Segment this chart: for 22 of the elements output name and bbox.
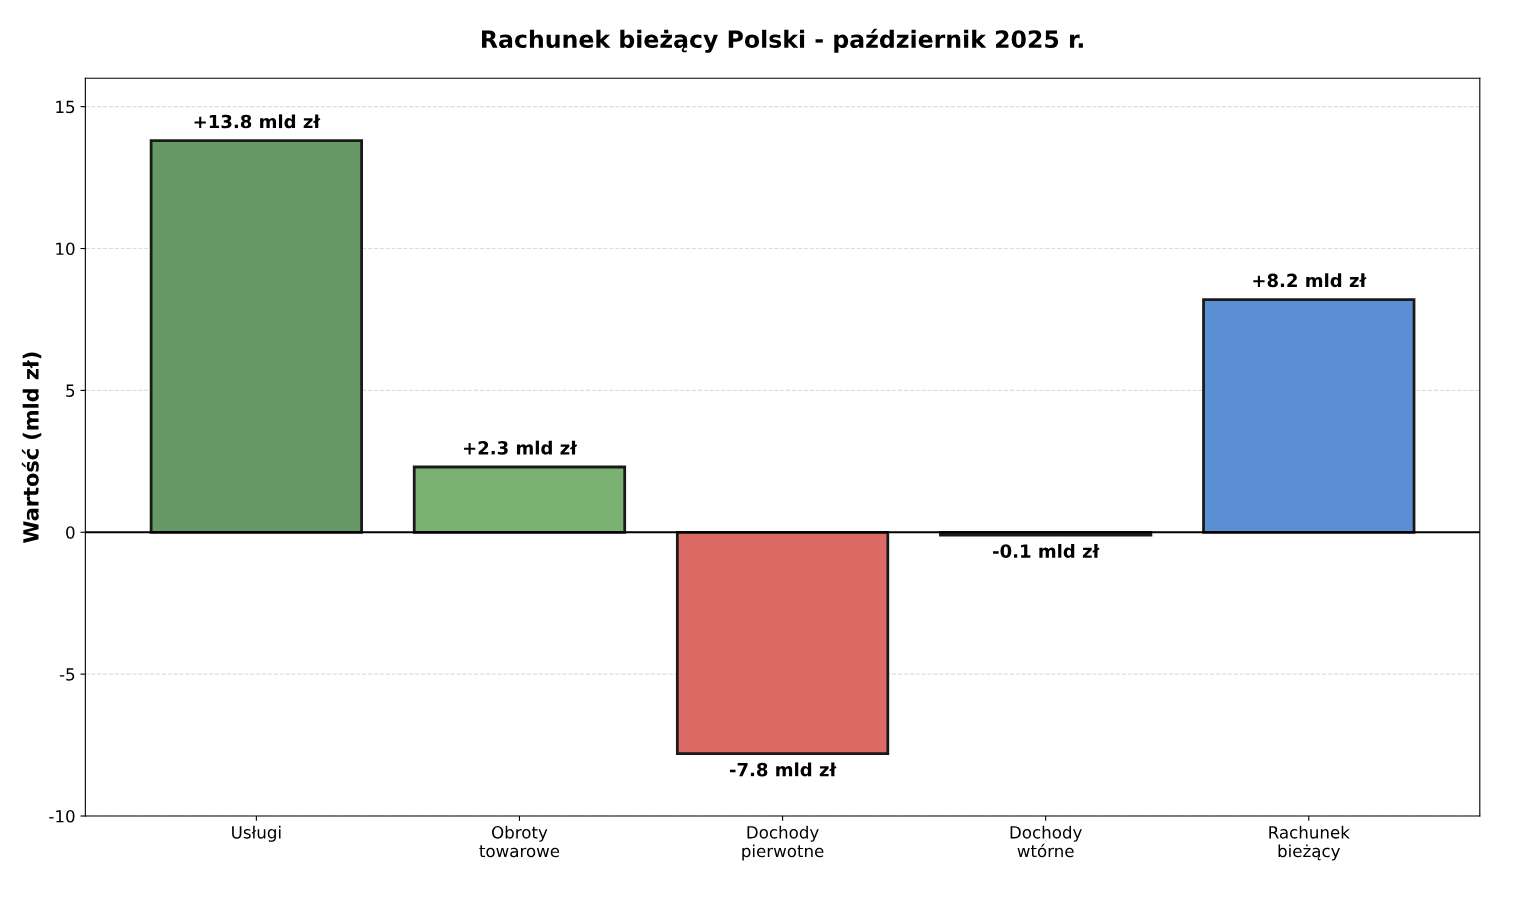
y-tick-label: 15	[56, 100, 75, 114]
data-label: -7.8 mld zł	[729, 762, 837, 777]
bar	[675, 530, 890, 755]
x-tick-label: Rachunek bieżący	[1269, 825, 1350, 861]
bar	[412, 465, 627, 534]
chart-title: Rachunek bieżący Polski - październik 2025 r.	[482, 28, 1083, 53]
y-tick-label: 10	[56, 242, 75, 256]
x-tick-label: Usługi	[232, 825, 281, 842]
x-tick-label: Dochody wtórne	[1010, 825, 1082, 858]
y-tick-label: 5	[66, 384, 75, 397]
x-tick-label: Obroty towarowe	[479, 825, 560, 858]
data-label: +8.2 mld zł	[1253, 273, 1367, 288]
data-label: +2.3 mld zł	[463, 440, 578, 455]
y-tick-label: -5	[59, 668, 75, 681]
bar	[1202, 298, 1416, 534]
bar	[149, 139, 363, 534]
y-tick-label: 0	[66, 526, 75, 539]
data-label: +13.8 mld zł	[194, 114, 321, 129]
y-axis-title: Wartość (mld zł)	[21, 352, 42, 543]
x-tick-label: Dochody pierwotne	[742, 825, 824, 861]
data-label: -0.1 mld zł	[993, 543, 1100, 558]
y-tick-label: -10	[49, 809, 75, 823]
